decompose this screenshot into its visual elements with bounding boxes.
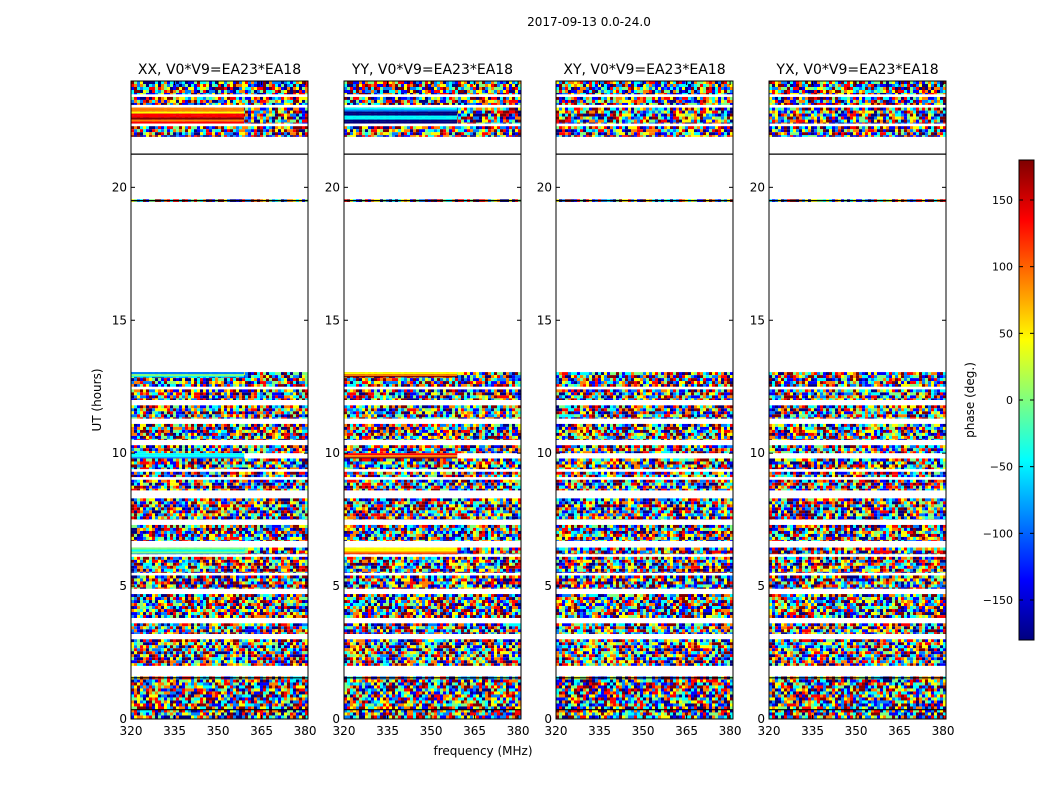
x-tick-label: 365 <box>675 724 698 738</box>
y-tick-label: 20 <box>112 180 127 194</box>
y-tick-label: 5 <box>332 579 340 593</box>
y-tick-label: 10 <box>750 446 765 460</box>
y-axis-label: UT (hours) <box>90 368 104 431</box>
panel-title: XX, V0*V9=EA23*EA18 <box>138 62 301 78</box>
panel-1: XX, V0*V9=EA23*EA18 320 335 350 365 380 0 5 10 15… <box>112 62 317 738</box>
x-tick-label: 380 <box>507 724 530 738</box>
colorbar-tick-label: 150 <box>992 194 1013 207</box>
phase-image <box>131 81 308 719</box>
x-axis-label: frequency (MHz) <box>433 744 532 758</box>
phase-image <box>556 81 733 719</box>
y-tick-label: 0 <box>757 712 765 726</box>
x-tick-label: 380 <box>719 724 742 738</box>
panel-3: XY, V0*V9=EA23*EA18 320 335 350 365 380 0 5 10 15… <box>537 62 742 738</box>
x-tick-label: 365 <box>888 724 911 738</box>
panel-4: YX, V0*V9=EA23*EA18 320 335 350 365 380 0 5 10 15… <box>750 62 955 738</box>
colorbar-label: phase (deg.) <box>963 362 977 438</box>
y-tick-label: 5 <box>757 579 765 593</box>
x-tick-label: 380 <box>932 724 955 738</box>
panel-title: XY, V0*V9=EA23*EA18 <box>563 62 725 78</box>
y-tick-label: 15 <box>112 313 127 327</box>
x-tick-label: 350 <box>845 724 868 738</box>
x-tick-label: 335 <box>801 724 824 738</box>
x-tick-label: 350 <box>207 724 230 738</box>
panel-title: YX, V0*V9=EA23*EA18 <box>775 62 938 78</box>
y-tick-label: 15 <box>750 313 765 327</box>
x-tick-label: 335 <box>376 724 399 738</box>
y-tick-label: 10 <box>112 446 127 460</box>
colorbar-tick-label: 50 <box>999 327 1013 340</box>
x-tick-label: 335 <box>163 724 186 738</box>
panels: XX, V0*V9=EA23*EA18 320 335 350 365 380 0 5 10 15… <box>112 62 955 738</box>
y-tick-label: 15 <box>537 313 552 327</box>
colorbar-tick-label: 100 <box>992 261 1013 274</box>
x-tick-label: 365 <box>463 724 486 738</box>
x-tick-label: 320 <box>120 724 143 738</box>
y-tick-label: 20 <box>325 180 340 194</box>
colorbar: −150 −100 −50 0 50 100 150 <box>983 159 1035 641</box>
y-tick-label: 5 <box>119 579 127 593</box>
x-tick-label: 365 <box>250 724 273 738</box>
phase-image <box>344 81 521 719</box>
y-tick-label: 15 <box>325 313 340 327</box>
x-tick-label: 320 <box>333 724 356 738</box>
x-tick-label: 320 <box>545 724 568 738</box>
colorbar-tick-label: −150 <box>983 594 1013 607</box>
figure-suptitle: 2017-09-13 0.0-24.0 <box>527 15 651 29</box>
panel-2: YY, V0*V9=EA23*EA18 320 335 350 365 380 0 5 10 15… <box>325 62 530 738</box>
y-tick-label: 20 <box>750 180 765 194</box>
panel-frame <box>768 80 947 720</box>
panel-frame <box>555 80 734 720</box>
phase-image <box>769 81 946 719</box>
x-tick-label: 320 <box>758 724 781 738</box>
panel-frame <box>130 80 309 720</box>
y-tick-label: 10 <box>537 446 552 460</box>
colorbar-tick-label: −50 <box>990 461 1013 474</box>
y-tick-label: 0 <box>332 712 340 726</box>
y-tick-label: 0 <box>119 712 127 726</box>
y-tick-label: 0 <box>544 712 552 726</box>
x-tick-label: 350 <box>420 724 443 738</box>
y-tick-label: 10 <box>325 446 340 460</box>
x-tick-label: 380 <box>294 724 317 738</box>
x-tick-label: 350 <box>632 724 655 738</box>
x-tick-label: 335 <box>588 724 611 738</box>
colorbar-tick-label: −100 <box>983 527 1013 540</box>
panel-frame <box>343 80 522 720</box>
colorbar-tick-label: 0 <box>1006 394 1013 407</box>
panel-title: YY, V0*V9=EA23*EA18 <box>351 62 513 78</box>
y-tick-label: 5 <box>544 579 552 593</box>
y-tick-label: 20 <box>537 180 552 194</box>
